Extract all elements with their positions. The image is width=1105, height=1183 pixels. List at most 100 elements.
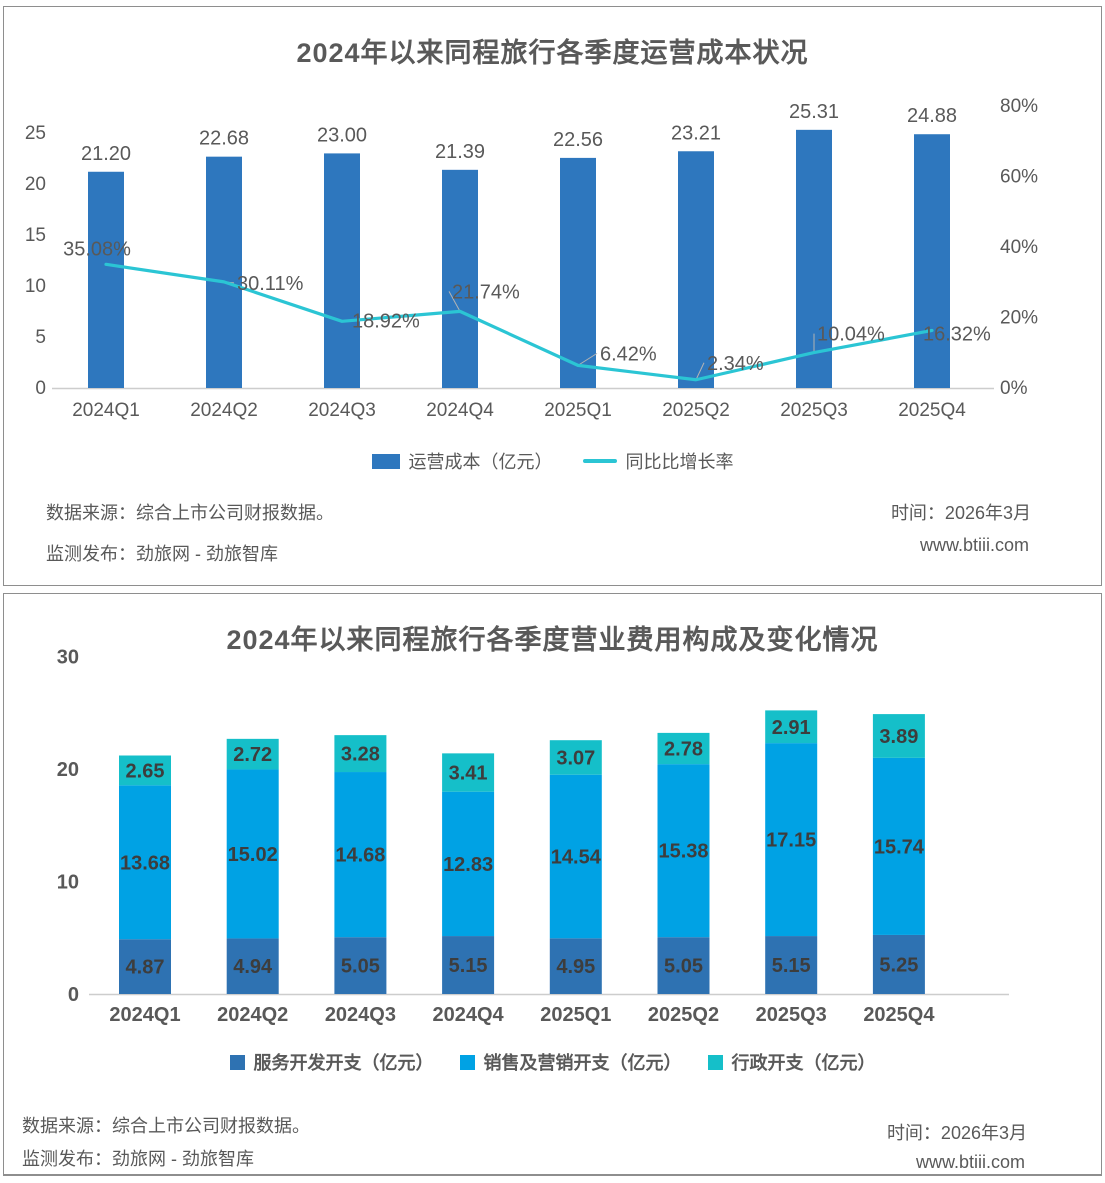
chart2-title: 2024年以来同程旅行各季度营业费用构成及变化情况 [226,625,879,655]
segment-value-label: 2.78 [664,739,703,761]
expense-stack-segment [657,732,710,765]
segment-value-label: 3.41 [449,763,488,785]
expense-stack-segment [872,714,925,758]
expense-stack-segment [226,738,279,770]
x-axis-tick-label: 2024Q3 [325,1004,396,1026]
expense-stack-segment [872,934,925,994]
segment-value-label: 5.25 [879,954,918,976]
y-axis-tick-label: 30 [57,647,79,669]
chart1-title: 2024年以来同程旅行各季度运营成本状况 [296,38,809,68]
segment-value-label: 14.54 [551,847,602,869]
expense-stack-segment [657,937,710,994]
segment-value-label: 3.07 [556,747,595,769]
label-leader-line [448,291,461,312]
website-text: www.btiii.com [915,1152,1025,1172]
data-source-text: 数据来源：综合上市公司财报数据。 [46,503,334,523]
x-axis-tick-label: 2025Q2 [662,400,730,421]
legend-item: 运营成本（亿元） [371,448,553,474]
website-text: www.btiii.com [919,535,1029,555]
legend-label: 运营成本（亿元） [408,452,553,472]
segment-value-label: 5.05 [664,956,703,978]
x-axis-tick-label: 2024Q1 [109,1004,180,1026]
segment-value-label: 4.95 [556,956,595,978]
expense-stack-segment [334,735,387,773]
left-axis-tick-label: 20 [25,174,46,195]
cost-bar [914,134,950,388]
bar-value-label: 25.31 [789,101,839,123]
x-axis-tick-label: 2024Q4 [426,400,494,421]
x-axis-tick-label: 2025Q1 [540,1004,611,1026]
legend-label: 行政开支（亿元） [731,1053,876,1073]
expense-stack-segment [872,757,925,935]
report-time-text: 时间：2026年3月 [890,503,1031,523]
x-axis-tick-label: 2025Q2 [648,1004,719,1026]
right-axis-tick-label: 0% [1000,378,1028,399]
data-source-text: 数据来源：综合上市公司财报数据。 [22,1116,310,1136]
legend-label: 同比比增长率 [625,452,734,472]
left-axis-tick-label: 10 [25,276,46,297]
x-axis-tick-label: 2025Q4 [863,1004,935,1026]
chart1-legend: 运营成本（亿元） 同比比增长率 [4,448,1101,474]
x-axis-tick-label: 2024Q2 [217,1004,288,1026]
line-value-label: 10.04% [817,324,885,346]
left-axis-tick-label: 15 [25,225,46,246]
expense-stack-segment [119,785,171,940]
segment-value-label: 4.94 [233,956,273,978]
legend-color-swatch [459,1054,475,1070]
y-axis-tick-label: 10 [57,872,79,894]
segment-value-label: 5.05 [341,956,380,978]
bar-value-label: 21.20 [81,143,131,165]
cost-bar [442,169,478,388]
expense-composition-chart-panel: 2024年以来同程旅行各季度营业费用构成及变化情况 0 10 20 30 4.87 13.… [3,593,1102,1176]
segment-value-label: 3.89 [879,726,918,748]
segment-value-label: 13.68 [120,852,170,874]
segment-value-label: 2.91 [772,717,811,739]
legend-item: 服务开发开支（亿元） [229,1049,434,1075]
cost-bar [560,157,596,388]
x-axis-tick-label: 2024Q2 [190,400,258,421]
expense-stack-segment [442,936,495,994]
expense-stack-segment [549,938,602,994]
line-value-label: 30.11% [237,273,304,295]
label-leader-line [577,352,598,366]
report-time-text: 时间：2026年3月 [886,1123,1027,1143]
legend-item: 销售及营销开支（亿元） [459,1049,682,1075]
cost-bar [678,151,714,388]
line-value-label: 35.08% [63,238,131,260]
expense-stack-segment [549,774,602,939]
expense-stack-segment [442,753,495,792]
segment-value-label: 14.68 [335,845,385,867]
publisher-text: 监测发布：劲旅网 - 劲旅智库 [22,1149,254,1169]
line-value-label: 16.32% [923,323,991,345]
legend-color-swatch [707,1054,723,1070]
chart2-legend: 服务开发开支（亿元） 销售及营销开支（亿元） 行政开支（亿元） [4,1049,1101,1075]
line-value-label: 2.34% [707,353,764,375]
segment-value-label: 15.74 [874,836,925,858]
expense-stack-segment [334,937,387,994]
operating-cost-chart-panel: 2024年以来同程旅行各季度运营成本状况 0 5 10 15 20 25 0% 20% 40% 6… [3,6,1102,586]
expense-stack-segment [442,791,495,937]
chart2-plot-area: 0 10 20 30 4.87 13.68 2.65 2024Q1 4.94 15.02 2.72 2… [57,647,1009,1026]
bar-value-label: 22.68 [199,128,249,150]
bar-value-label: 22.56 [553,129,603,151]
x-axis-tick-label: 2025Q4 [898,400,966,421]
cost-bar [206,156,242,388]
right-axis-tick-label: 40% [1000,237,1038,258]
expense-stack-segment [765,710,818,744]
x-axis-tick-label: 2024Q3 [308,400,376,421]
label-leader-line [695,362,705,380]
x-axis-tick-label: 2025Q3 [780,400,848,421]
expense-stack-segment [549,740,602,775]
left-axis-tick-label: 5 [35,327,46,348]
segment-value-label: 15.02 [228,844,278,866]
expense-stack-segment [765,743,818,937]
bar-value-label: 21.39 [435,141,485,163]
legend-item: 行政开支（亿元） [707,1049,876,1075]
cost-bar [324,153,360,388]
right-axis-tick-label: 20% [1000,308,1038,329]
expense-stack-segment [119,939,171,994]
legend-item: 同比比增长率 [582,448,734,474]
chart1-plot-area: 0 5 10 15 20 25 0% 20% 40% 60% 80% 21.20 2024Q1 22.68… [25,96,1038,421]
legend-label: 服务开发开支（亿元） [253,1053,434,1073]
right-axis-tick-label: 60% [1000,167,1038,188]
